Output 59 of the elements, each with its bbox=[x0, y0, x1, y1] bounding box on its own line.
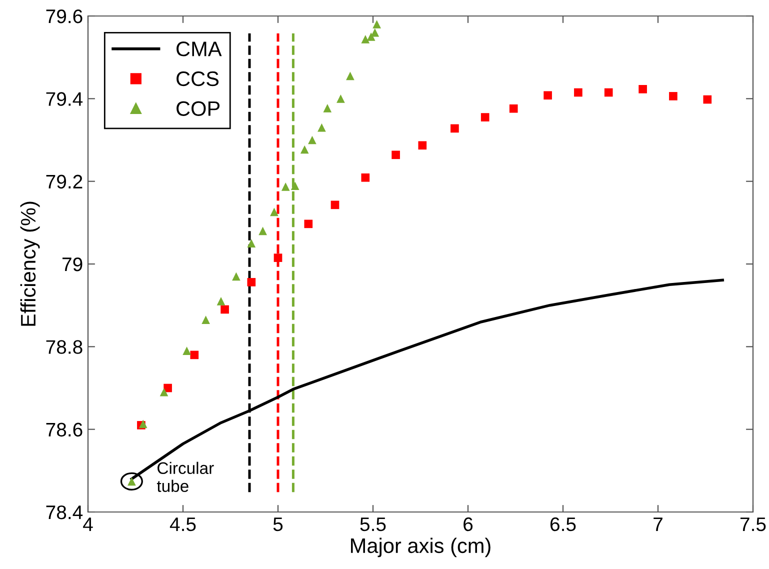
y-tick-label: 79.6 bbox=[46, 9, 82, 24]
point bbox=[323, 104, 332, 112]
legend-label: CMA bbox=[176, 42, 222, 56]
point bbox=[450, 124, 459, 133]
point bbox=[216, 297, 226, 306]
y-axis-title: Efficiency (%) bbox=[20, 202, 40, 326]
point bbox=[300, 145, 309, 154]
annotation: Circular tube bbox=[156, 462, 214, 492]
point bbox=[638, 84, 647, 94]
point bbox=[366, 32, 376, 41]
point bbox=[346, 72, 354, 80]
point bbox=[509, 104, 518, 113]
y-tick-label: 79.2 bbox=[46, 174, 82, 189]
point bbox=[202, 316, 210, 324]
point bbox=[281, 182, 290, 191]
legend-label: CCS bbox=[176, 71, 219, 86]
legend-label: COP bbox=[176, 101, 220, 116]
point bbox=[574, 88, 582, 97]
x-tick-label: 4 bbox=[83, 518, 93, 531]
x-tick-label: 5 bbox=[273, 518, 283, 532]
point bbox=[418, 141, 427, 150]
x-tick-label: 6.5 bbox=[550, 517, 576, 532]
x-tick-label: 7 bbox=[654, 518, 662, 531]
point bbox=[270, 208, 278, 216]
point bbox=[290, 182, 300, 190]
y-tick-label: 79 bbox=[62, 257, 82, 272]
y-tick-label: 78.6 bbox=[46, 422, 82, 437]
point bbox=[308, 136, 316, 144]
y-tick-label: 79.4 bbox=[46, 92, 83, 106]
point bbox=[274, 254, 282, 262]
point bbox=[669, 92, 678, 100]
point bbox=[392, 150, 400, 160]
x-tick-label: 6 bbox=[464, 517, 473, 532]
x-tick-label: 7.5 bbox=[740, 518, 766, 532]
point bbox=[480, 113, 490, 122]
point bbox=[190, 350, 199, 360]
point bbox=[247, 278, 256, 286]
point bbox=[220, 305, 229, 314]
x-tick-label: 4.5 bbox=[170, 518, 196, 532]
point bbox=[544, 91, 552, 100]
point bbox=[604, 88, 613, 97]
point bbox=[247, 239, 256, 248]
point bbox=[258, 226, 267, 236]
point bbox=[336, 94, 345, 103]
point bbox=[160, 388, 168, 396]
point bbox=[164, 384, 172, 392]
y-tick-label: 78.4 bbox=[46, 505, 83, 520]
point bbox=[361, 34, 370, 44]
point bbox=[361, 173, 370, 182]
x-tick-label: 5.5 bbox=[360, 518, 386, 532]
point bbox=[304, 220, 313, 228]
point bbox=[703, 95, 712, 104]
point bbox=[330, 200, 340, 210]
point bbox=[182, 346, 191, 355]
y-tick-label: 78.8 bbox=[46, 340, 82, 354]
point bbox=[372, 20, 381, 28]
point bbox=[232, 272, 240, 281]
x-axis-title: Major axis (cm) bbox=[351, 538, 490, 558]
point bbox=[318, 123, 326, 132]
